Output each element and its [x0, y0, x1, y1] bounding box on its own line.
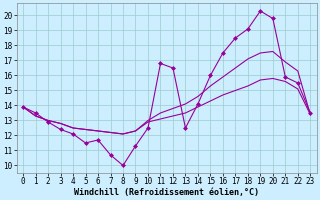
X-axis label: Windchill (Refroidissement éolien,°C): Windchill (Refroidissement éolien,°C) [74, 188, 259, 197]
